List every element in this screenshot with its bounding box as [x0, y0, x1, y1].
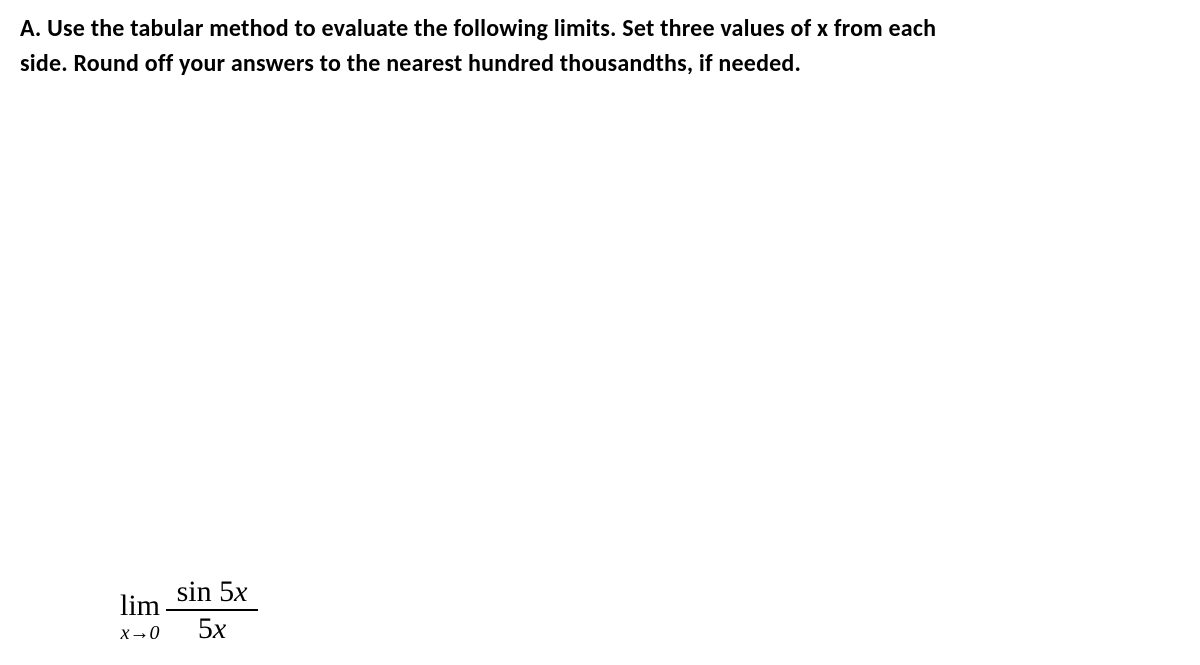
lim-approach: x→0	[121, 623, 160, 643]
instructions-block: A. Use the tabular method to evaluate th…	[20, 12, 1180, 82]
numerator: sin 5x	[173, 576, 252, 610]
fraction: sin 5x 5x	[166, 576, 258, 645]
denominator: 5x	[194, 611, 230, 645]
lim-label: lim	[120, 591, 160, 621]
limit-operator: lim x→0	[120, 591, 160, 643]
instructions-line-1: A. Use the tabular method to evaluate th…	[20, 12, 1180, 47]
instructions-line-2: side. Round off your answers to the near…	[20, 47, 1180, 82]
limit-expression: lim x→0 sin 5x 5x	[120, 583, 258, 652]
